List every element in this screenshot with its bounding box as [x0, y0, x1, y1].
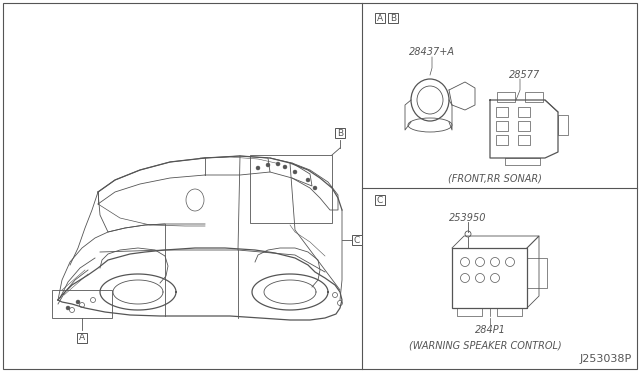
Circle shape	[266, 163, 270, 167]
Circle shape	[293, 170, 297, 174]
Bar	[352, 235, 362, 245]
Bar	[496, 107, 508, 117]
Circle shape	[276, 162, 280, 166]
Bar	[497, 308, 522, 316]
Bar	[375, 195, 385, 205]
Bar	[518, 121, 530, 131]
Bar	[375, 13, 385, 23]
Circle shape	[283, 165, 287, 169]
Text: A: A	[79, 334, 85, 343]
Bar	[250, 155, 332, 223]
Bar	[77, 333, 87, 343]
Text: (FRONT,RR SONAR): (FRONT,RR SONAR)	[448, 173, 542, 183]
Bar	[518, 135, 530, 145]
Circle shape	[313, 186, 317, 190]
Text: 284P1: 284P1	[475, 325, 506, 335]
Bar	[525, 92, 543, 102]
Text: B: B	[390, 13, 396, 22]
Bar	[558, 115, 568, 135]
Bar	[527, 258, 547, 288]
Bar	[452, 248, 527, 308]
Bar	[496, 135, 508, 145]
Bar	[497, 92, 515, 102]
Text: A: A	[377, 13, 383, 22]
Circle shape	[66, 306, 70, 310]
Bar	[518, 107, 530, 117]
Circle shape	[76, 300, 80, 304]
Text: (WARNING SPEAKER CONTROL): (WARNING SPEAKER CONTROL)	[409, 340, 561, 350]
Bar	[52, 290, 112, 318]
Text: 253950: 253950	[449, 213, 487, 223]
Text: B: B	[337, 128, 343, 138]
Text: J253038P: J253038P	[580, 354, 632, 364]
Bar	[496, 121, 508, 131]
Circle shape	[306, 178, 310, 182]
Circle shape	[256, 166, 260, 170]
Bar	[388, 13, 398, 23]
Text: C: C	[377, 196, 383, 205]
Bar	[457, 308, 482, 316]
Text: 28437+A: 28437+A	[409, 47, 455, 57]
Bar	[335, 128, 345, 138]
Text: C: C	[354, 235, 360, 244]
Text: 28577: 28577	[509, 70, 541, 80]
